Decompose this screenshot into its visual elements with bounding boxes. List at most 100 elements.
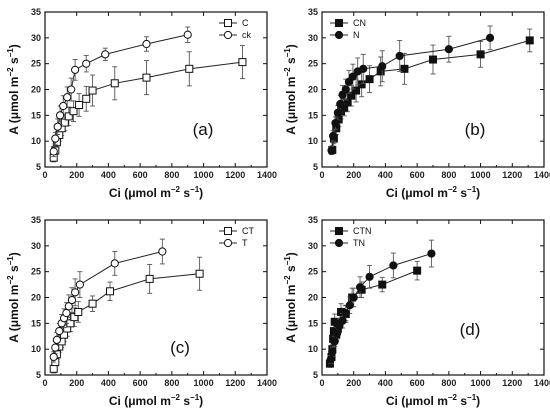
- legend-entry-CN: CN: [353, 18, 366, 28]
- x-axis-title: Ci (μmol m−2 s−1): [386, 393, 480, 408]
- axis-title-part: ): [199, 186, 203, 200]
- data-point-square: [335, 227, 343, 235]
- series-N: [327, 25, 495, 156]
- axis-title-superscript: −1: [190, 393, 200, 402]
- data-point-square: [224, 227, 232, 235]
- x-axis-title: Ci (μmol m−2 s−1): [386, 185, 480, 200]
- panel-label: (d): [460, 320, 481, 339]
- data-point-circle: [110, 259, 119, 268]
- y-tick-label: 35: [31, 215, 41, 225]
- data-point-square: [106, 287, 115, 296]
- data-point-circle: [359, 64, 368, 73]
- x-tick-label: 600: [133, 170, 148, 180]
- data-point-square: [145, 274, 154, 283]
- data-point-square: [357, 80, 366, 89]
- axis-title-superscript: −1: [283, 48, 292, 58]
- y-tick-label: 30: [308, 33, 318, 43]
- legend-entry-TN: TN: [353, 238, 365, 248]
- data-point-circle: [444, 45, 453, 54]
- x-tick-label: 1400: [534, 378, 550, 388]
- data-point-square: [352, 86, 361, 95]
- x-tick-label: 400: [101, 170, 116, 180]
- chart-panel-1: 0 200 400 600 800 1000 1200 1400 5 10 15 20 25 30 35 Ci…: [6, 7, 277, 200]
- data-point-square: [110, 79, 119, 88]
- axis-title-superscript: −2: [6, 67, 15, 77]
- data-point-circle: [348, 72, 358, 81]
- data-point-square: [75, 101, 84, 109]
- axis-title-part: ): [7, 252, 21, 256]
- axis-title-part: s: [457, 186, 467, 200]
- data-point-square: [88, 86, 97, 95]
- legend: CT T: [219, 226, 254, 248]
- series-T: [49, 238, 167, 363]
- y-tick-label: 30: [31, 241, 41, 251]
- data-point-square: [429, 55, 437, 64]
- y-tick-label: 10: [308, 344, 318, 354]
- axis-title-part: s: [180, 186, 190, 200]
- series-ck: [49, 26, 192, 158]
- data-point-square: [82, 94, 91, 103]
- legend: CTN TN: [330, 226, 372, 248]
- legend-entry-C: C: [242, 18, 249, 28]
- data-point-circle: [71, 65, 80, 74]
- data-point-circle: [64, 302, 73, 311]
- axis-title-part: ): [199, 394, 203, 408]
- data-point-square: [525, 36, 534, 45]
- axis-title-superscript: −2: [171, 393, 181, 402]
- x-tick-label: 1200: [502, 378, 522, 388]
- data-point-circle: [345, 301, 354, 310]
- y-tick-label: 5: [36, 370, 41, 380]
- data-point-circle: [329, 131, 338, 141]
- data-point-circle: [67, 85, 76, 94]
- data-point-square: [378, 280, 387, 289]
- x-tick-label: 200: [69, 170, 84, 180]
- x-tick-label: 1200: [225, 378, 245, 388]
- series-line: [53, 34, 188, 152]
- data-point-square: [74, 307, 83, 316]
- data-point-circle: [51, 134, 60, 143]
- axis-title-superscript: −1: [6, 256, 15, 266]
- axis-title-superscript: −2: [448, 185, 458, 194]
- data-point-circle: [62, 308, 71, 318]
- y-tick-label: 15: [308, 318, 318, 328]
- axis-title-part: s: [457, 394, 467, 408]
- chart-panel-4: 0 200 400 600 800 1000 1200 1400 5 10 15 20 25 30 35 Ci…: [283, 215, 550, 408]
- data-point-circle: [334, 238, 344, 248]
- legend-entry-CTN: CTN: [353, 226, 372, 236]
- axis-title-superscript: −2: [283, 275, 292, 285]
- data-point-circle: [223, 238, 233, 248]
- y-tick-label: 30: [308, 241, 318, 251]
- y-tick-label: 15: [31, 318, 41, 328]
- x-tick-label: 1400: [257, 378, 277, 388]
- data-point-circle: [55, 326, 64, 336]
- data-point-circle: [334, 30, 344, 40]
- y-axis-title: A (μmol m−2 s−1): [6, 252, 21, 343]
- axis-title-superscript: −2: [283, 67, 292, 77]
- axis-title-part: s: [284, 57, 298, 67]
- x-tick-label: 200: [69, 378, 84, 388]
- axis-title-part: ): [284, 252, 298, 256]
- data-point-circle: [49, 352, 58, 362]
- panel-label: (c): [170, 338, 190, 357]
- data-point-circle: [183, 30, 192, 39]
- data-point-circle: [327, 146, 336, 155]
- x-tick-label: 1400: [257, 170, 277, 180]
- data-point-square: [185, 64, 194, 73]
- x-tick-label: 600: [410, 378, 425, 388]
- data-point-circle: [55, 111, 65, 120]
- data-point-circle: [53, 122, 62, 131]
- y-tick-label: 5: [36, 162, 41, 172]
- axis-title-part: ): [7, 44, 21, 48]
- y-tick-label: 30: [31, 33, 41, 43]
- legend: CN N: [330, 18, 366, 40]
- data-point-square: [413, 266, 422, 275]
- legend-entry-T: T: [242, 238, 248, 248]
- data-point-circle: [52, 335, 61, 344]
- series-TN: [326, 239, 436, 365]
- data-point-circle: [341, 308, 350, 318]
- data-point-square: [224, 19, 232, 27]
- series-CN: [328, 28, 534, 155]
- axis-title-part: Ci (μmol m: [109, 394, 171, 408]
- legend-entry-CT: CT: [242, 226, 254, 236]
- data-point-circle: [75, 280, 84, 289]
